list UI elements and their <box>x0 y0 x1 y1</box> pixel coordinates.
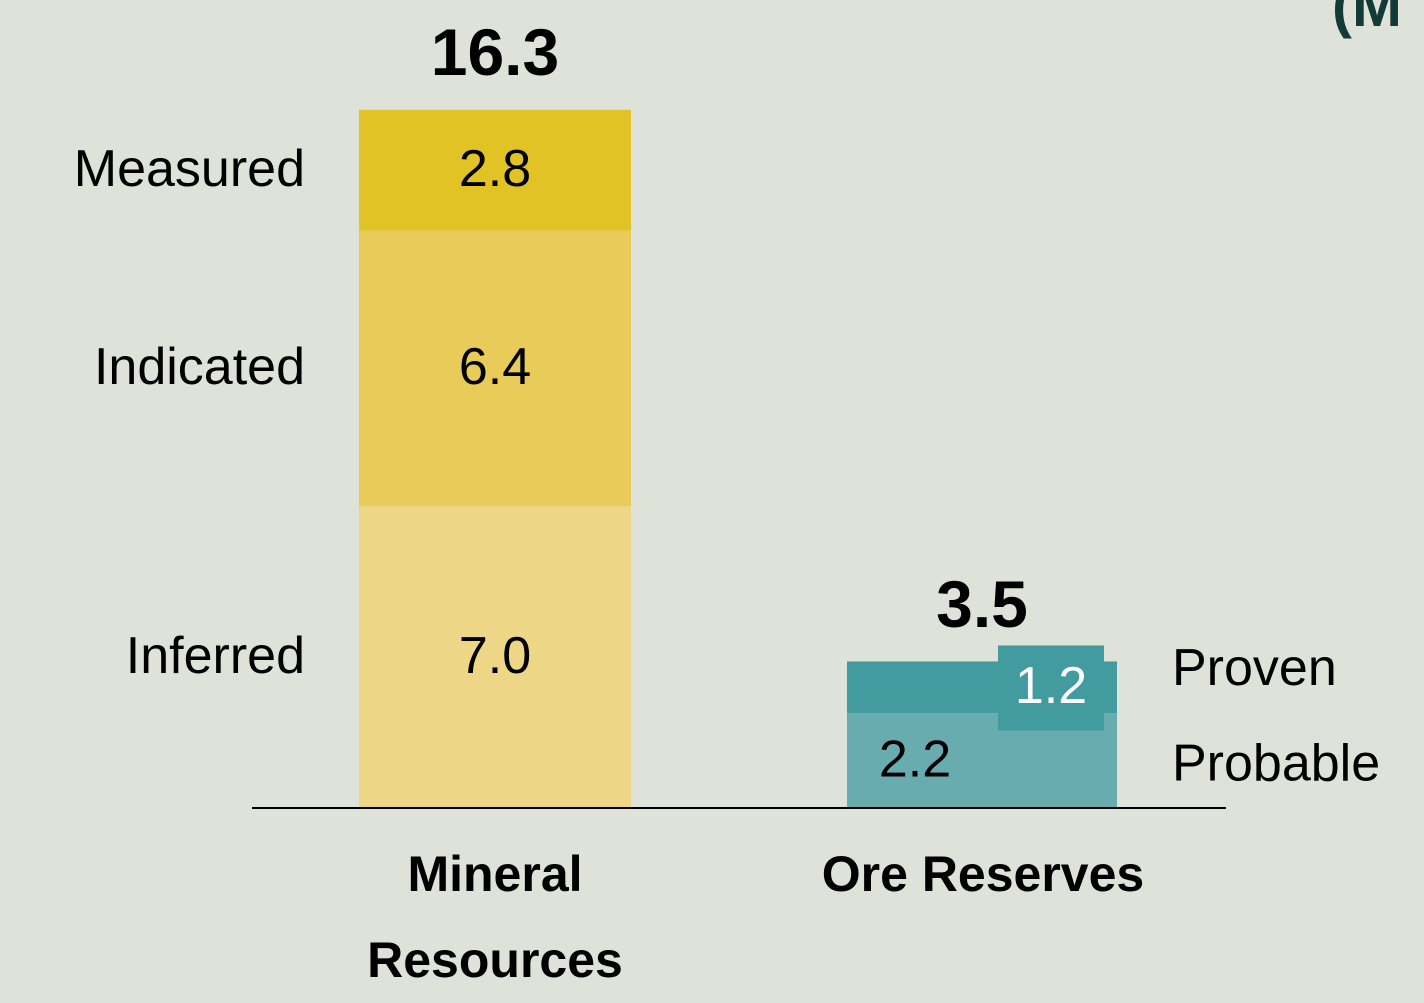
segment-name: Inferred <box>126 627 305 685</box>
value-label: 1.2 <box>1015 657 1087 715</box>
bar-segment <box>359 109 631 231</box>
corner-text: (M <box>1332 0 1402 39</box>
bar-segment <box>359 506 631 808</box>
total-label: 3.5 <box>936 567 1028 641</box>
value-label: 7.0 <box>459 627 531 685</box>
value-label-box <box>998 645 1104 731</box>
segment-name: Proven <box>1172 639 1337 697</box>
total-label: 16.3 <box>431 15 559 89</box>
segment-name: Indicated <box>94 338 305 396</box>
segment-name: Probable <box>1172 734 1380 792</box>
category-label: Mineral Resources <box>367 846 623 988</box>
segment-name: Measured <box>74 140 305 198</box>
value-label: 2.2 <box>879 730 951 788</box>
bar-segment <box>359 230 631 507</box>
category-label: Ore Reserves <box>821 846 1145 902</box>
value-label: 2.8 <box>459 140 531 198</box>
value-label: 6.4 <box>459 338 531 396</box>
